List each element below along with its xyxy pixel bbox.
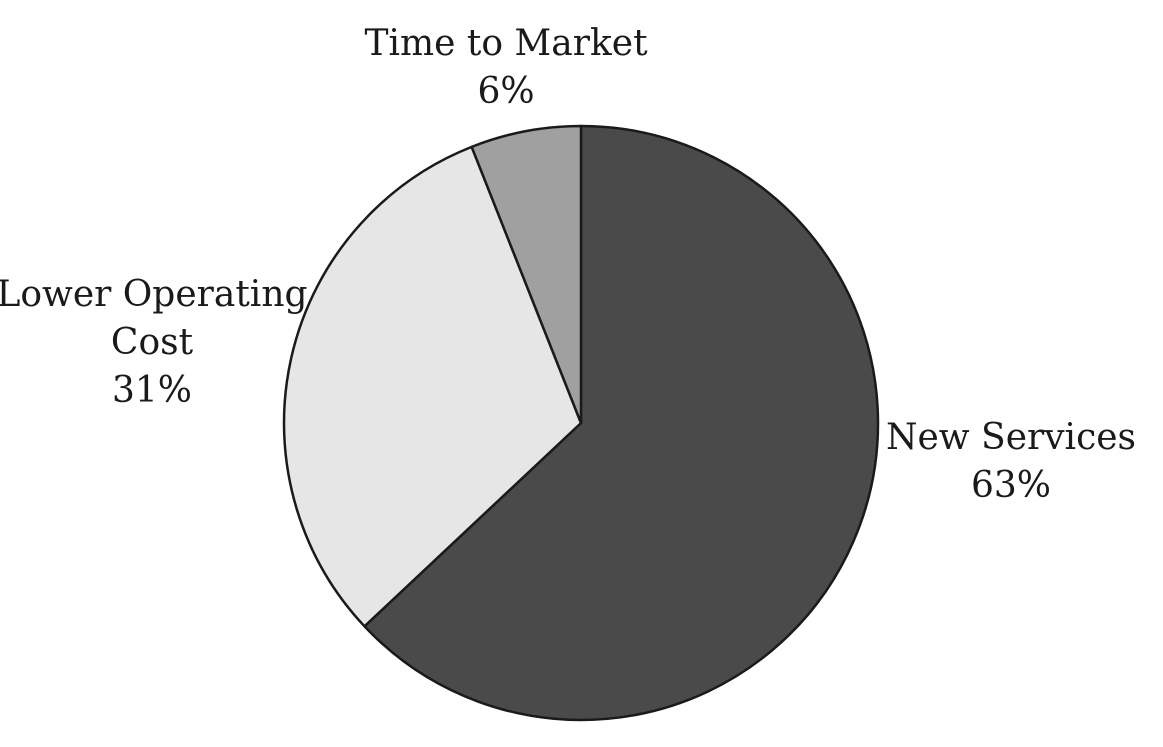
slice-name-new-services: New Services	[885, 417, 1137, 458]
pie-slice-lower-operating-cost	[282, 145, 583, 628]
slice-name-lower-operating-cost-line2: Cost	[110, 322, 194, 363]
slice-value-time-to-market: 6%	[477, 71, 535, 112]
slice-label-lower-operating-cost: Lower Operating Cost 31%	[0, 271, 308, 415]
slice-name-time-to-market: Time to Market	[364, 23, 648, 64]
slice-label-time-to-market: Time to Market 6%	[364, 20, 647, 116]
slice-label-new-services: New Services 63%	[886, 414, 1136, 510]
pie-slice-time-to-market	[470, 124, 583, 425]
slice-name-lower-operating-cost-line1: Lower Operating	[0, 274, 308, 315]
pie-slices	[282, 124, 880, 722]
slice-value-lower-operating-cost: 31%	[111, 370, 193, 411]
slice-value-new-services: 63%	[970, 465, 1051, 506]
pie-slice-new-services	[363, 124, 880, 722]
